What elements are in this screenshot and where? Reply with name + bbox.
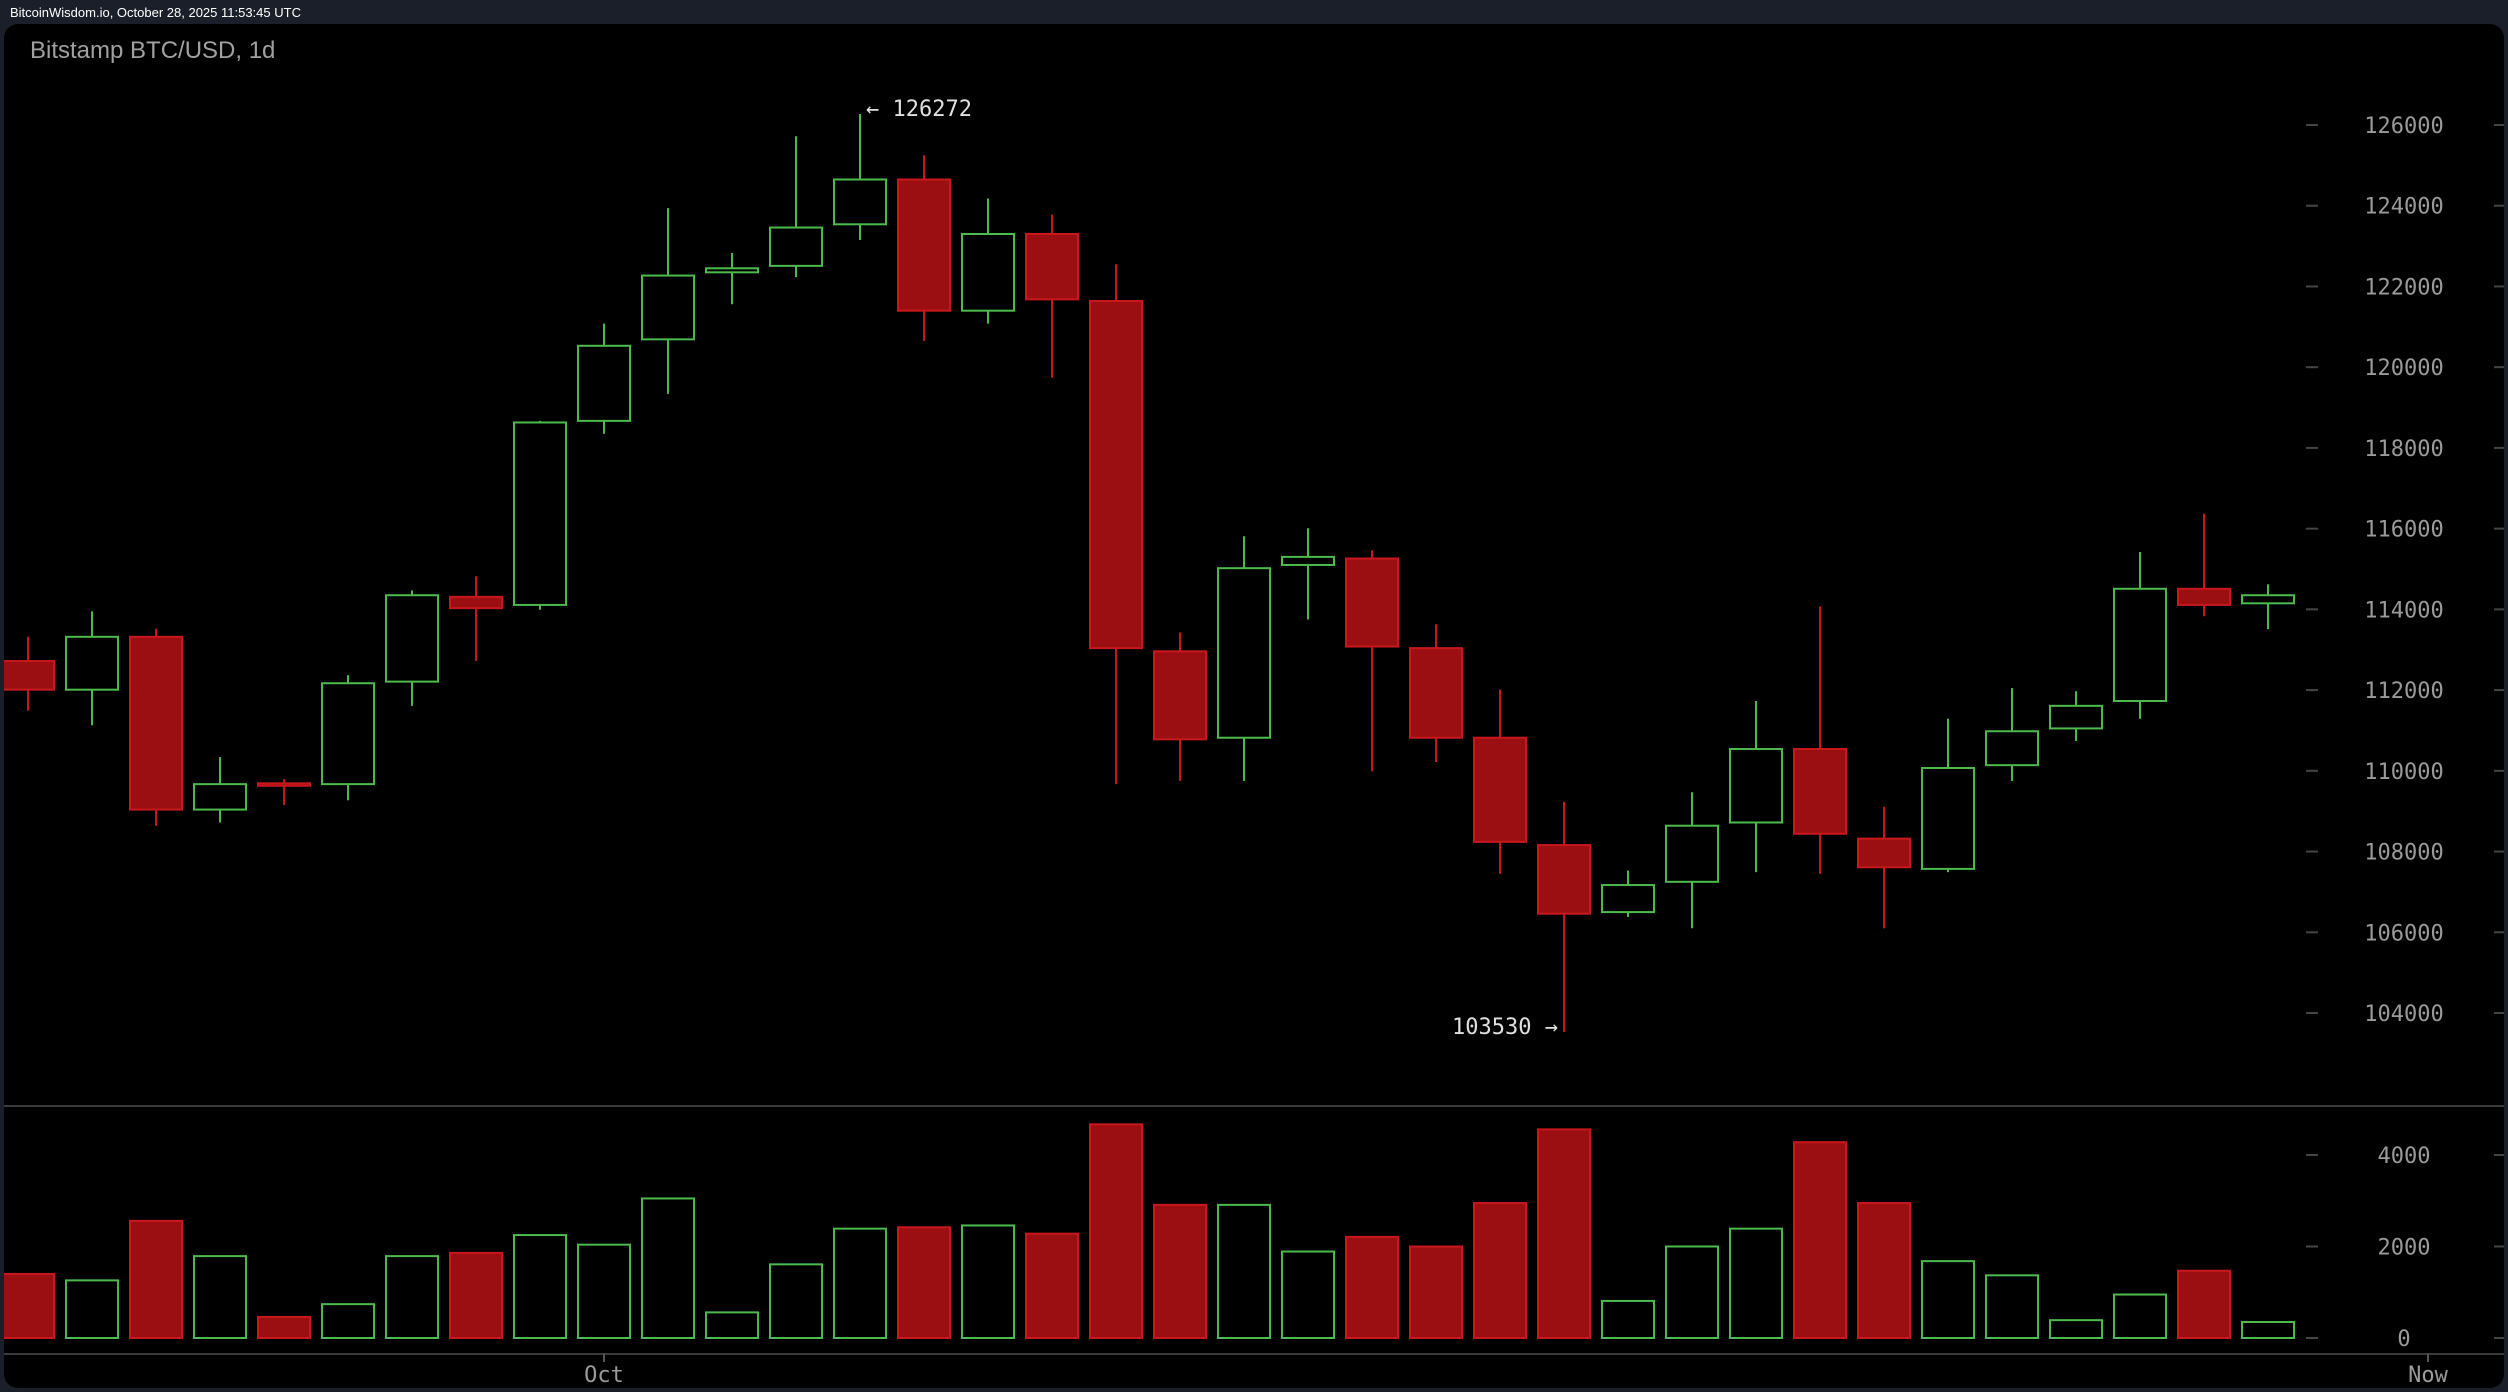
candle-up: [2113, 587, 2167, 702]
source-timestamp: BitcoinWisdom.io, October 28, 2025 11:53…: [10, 5, 301, 20]
candle-down: [1409, 647, 1463, 739]
volume-bar-up: [769, 1263, 823, 1340]
candle-up: [2049, 704, 2103, 730]
volume-bar-up: [193, 1255, 247, 1340]
volume-bar-up: [1921, 1260, 1975, 1340]
volume-bar-down: [1473, 1202, 1527, 1339]
price-tick-label: 126000: [2364, 114, 2443, 139]
candle-up: [193, 783, 247, 811]
price-tick-label: 108000: [2364, 841, 2443, 866]
volume-bar-up: [1601, 1299, 1655, 1340]
volume-bar-up: [1281, 1250, 1335, 1339]
price-tick-label: 120000: [2364, 356, 2443, 381]
candle-up: [321, 682, 375, 786]
price-tick-label: 122000: [2364, 275, 2443, 300]
volume-bar-down: [1537, 1128, 1591, 1339]
candle-up: [1729, 748, 1783, 824]
candle-down: [257, 782, 311, 787]
candle-up: [1665, 824, 1719, 883]
candle-up: [1601, 884, 1655, 914]
volume-bar-up: [65, 1279, 119, 1339]
candle-down: [1793, 748, 1847, 835]
price-tick-label: 112000: [2364, 679, 2443, 704]
candle-down: [1025, 232, 1079, 301]
volume-bar-up: [385, 1255, 439, 1340]
chart-panel: Bitstamp BTC/USD, 1d 104000 106000 108000 1…: [4, 24, 2504, 1388]
candle-down: [129, 635, 183, 811]
high-annotation: ← 126272: [866, 97, 972, 122]
volume-bar-up: [833, 1227, 887, 1339]
volume-bar-down: [897, 1226, 951, 1340]
candle-down: [1473, 736, 1527, 843]
price-tick-label: 118000: [2364, 437, 2443, 462]
volume-bar-down: [2177, 1269, 2231, 1340]
candle-up: [513, 421, 567, 606]
candle-down: [2177, 587, 2231, 606]
volume-bar-down: [129, 1219, 183, 1340]
volume-bar-down: [257, 1315, 311, 1339]
volume-bar-up: [2241, 1320, 2295, 1340]
price-tick-label: 114000: [2364, 598, 2443, 623]
volume-bar-up: [513, 1234, 567, 1339]
candle-down: [1537, 844, 1591, 915]
candle-down: [1857, 837, 1911, 869]
volume-bar-up: [321, 1303, 375, 1340]
candle-up: [769, 226, 823, 267]
candle-up: [65, 635, 119, 691]
volume-bar-up: [577, 1243, 631, 1340]
volume-bar-up: [1665, 1245, 1719, 1339]
candlestick-chart[interactable]: 104000 106000 108000 110000 112000 114000 1160…: [4, 24, 2504, 1388]
volume-bar-up: [1217, 1203, 1271, 1340]
source-bar: BitcoinWisdom.io, October 28, 2025 11:53…: [0, 0, 2508, 24]
x-tick-label: Now: [2408, 1363, 2448, 1388]
price-tick-label: 124000: [2364, 195, 2443, 220]
volume-bar-down: [1025, 1232, 1079, 1339]
volume-bar-down: [4, 1272, 55, 1339]
candle-up: [961, 232, 1015, 312]
volume-bar-up: [2113, 1293, 2167, 1339]
volume-bar-up: [1729, 1227, 1783, 1339]
candle-up: [2241, 594, 2295, 605]
x-tick-label: Oct: [584, 1363, 624, 1388]
volume-bar-down: [1857, 1202, 1911, 1339]
chart-title: Bitstamp BTC/USD, 1d: [30, 37, 276, 64]
price-tick-label: 106000: [2364, 921, 2443, 946]
volume-tick-label: 4000: [2378, 1144, 2431, 1169]
candle-down: [897, 178, 951, 312]
candle-up: [577, 344, 631, 422]
volume-bar-down: [1345, 1235, 1399, 1339]
price-tick-label: 104000: [2364, 1002, 2443, 1027]
low-annotation: 103530 →: [1452, 1015, 1558, 1040]
volume-bar-up: [705, 1311, 759, 1340]
volume-bar-up: [961, 1224, 1015, 1339]
candle-up: [705, 267, 759, 274]
candle-down: [1089, 299, 1143, 650]
volume-bar-down: [1409, 1245, 1463, 1339]
volume-bar-down: [1089, 1123, 1143, 1340]
volume-bar-down: [1153, 1203, 1207, 1340]
candle-down: [1153, 650, 1207, 741]
candle-up: [1217, 567, 1271, 739]
candle-down: [1345, 557, 1399, 648]
candle-down: [449, 595, 503, 610]
volume-bar-up: [2049, 1319, 2103, 1339]
price-tick-label: 110000: [2364, 760, 2443, 785]
candle-up: [641, 274, 695, 341]
volume-tick-label: 2000: [2378, 1236, 2431, 1261]
candle-up: [385, 594, 439, 683]
volume-bar-down: [449, 1251, 503, 1340]
volume-bar-down: [1793, 1141, 1847, 1339]
candle-up: [833, 178, 887, 226]
candle-up: [1985, 730, 2039, 767]
candle-down: [4, 660, 55, 691]
volume-bar-up: [641, 1197, 695, 1340]
volume-bar-up: [1985, 1274, 2039, 1340]
price-tick-label: 116000: [2364, 518, 2443, 543]
candle-up: [1921, 766, 1975, 870]
candle-up: [1281, 555, 1335, 566]
volume-tick-label: 0: [2397, 1327, 2410, 1352]
